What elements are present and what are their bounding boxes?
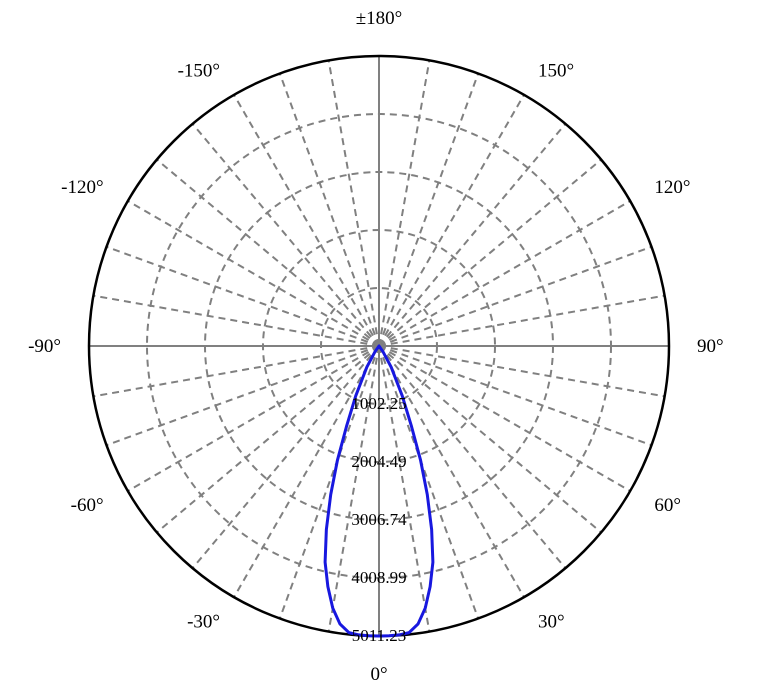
radial-label: 5011.23 (352, 626, 407, 645)
angle-label: 90° (697, 336, 724, 357)
radial-label: 4008.99 (351, 568, 406, 587)
angle-label: 60° (654, 495, 681, 516)
angle-label: -60° (71, 495, 104, 516)
angle-label: 120° (654, 177, 690, 198)
spoke (128, 346, 379, 491)
angle-label: -150° (178, 61, 220, 82)
angle-label: 150° (538, 61, 574, 82)
spoke (234, 95, 379, 346)
angle-label: 30° (538, 611, 565, 632)
spoke (379, 346, 524, 597)
spoke (128, 201, 379, 346)
spoke (379, 346, 630, 491)
angle-label: -90° (28, 336, 61, 357)
polar-chart: 1002.25 2004.49 3006.74 4008.99 5011.23 ±180°… (0, 0, 758, 693)
radial-label: 3006.74 (351, 510, 407, 529)
radial-label: 1002.25 (351, 394, 406, 413)
spoke (379, 95, 524, 346)
radial-label: 2004.49 (351, 452, 406, 471)
angle-label: ±180° (356, 8, 403, 29)
angle-label: -120° (61, 177, 103, 198)
angle-label: 0° (370, 664, 387, 685)
spoke (379, 201, 630, 346)
spoke (234, 346, 379, 597)
angle-label: -30° (187, 611, 220, 632)
